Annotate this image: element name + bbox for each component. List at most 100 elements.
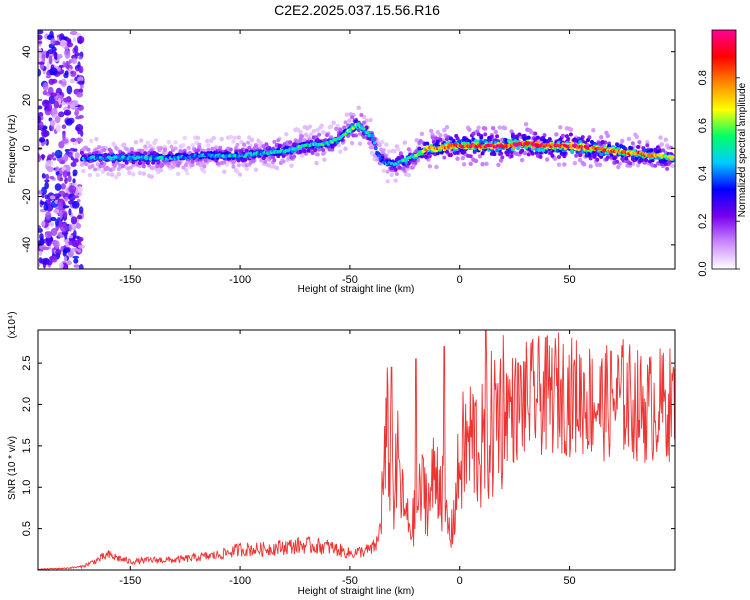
noise-blob <box>60 39 67 48</box>
noise-blob <box>60 183 66 190</box>
noise-blob <box>41 220 46 228</box>
noise-blob <box>57 201 64 211</box>
spectral-cell <box>393 167 398 172</box>
noise-blob <box>38 250 43 256</box>
spectral-cell <box>93 167 98 172</box>
noise-blob <box>77 76 84 83</box>
spectral-cell <box>234 145 239 150</box>
spectral-cell <box>629 146 634 151</box>
spectral-cell <box>87 172 93 178</box>
spectral-cell <box>195 148 200 153</box>
noise-blob <box>39 138 46 142</box>
spectral-cell <box>366 131 370 135</box>
noise-blob <box>45 138 49 146</box>
noise-blob <box>54 149 63 159</box>
spectral-cell <box>496 162 501 168</box>
spectral-cell <box>343 120 348 125</box>
spectrogram-x-tick-label: -100 <box>229 274 251 286</box>
noise-blob <box>46 61 50 70</box>
spectral-cell <box>81 168 86 174</box>
spectral-cell <box>558 125 563 130</box>
noise-blob <box>41 192 45 199</box>
spectral-cell <box>86 147 91 152</box>
noise-blob <box>70 162 77 167</box>
spectral-cell <box>665 166 670 171</box>
snr-x-tick-label: 50 <box>563 575 575 587</box>
spectral-cell <box>645 143 650 148</box>
spectral-cell <box>663 162 668 167</box>
noise-blob <box>53 51 58 60</box>
spectral-cell <box>598 135 604 140</box>
noise-blob <box>42 82 49 91</box>
noise-blob <box>67 175 72 183</box>
spectral-cell <box>483 132 488 137</box>
noise-blob <box>45 160 54 167</box>
spectral-cell <box>442 127 447 133</box>
spectral-cell <box>468 154 473 159</box>
noise-blob <box>72 255 80 259</box>
spectral-cell <box>624 156 629 161</box>
spectral-cell <box>544 157 550 162</box>
spectral-cell <box>151 160 156 165</box>
spectral-cell <box>116 172 122 177</box>
spectral-cell <box>235 169 240 174</box>
colorbar-tick-label: 0.8 <box>697 70 709 85</box>
noise-blob <box>50 92 57 97</box>
noise-blob <box>43 203 49 211</box>
spectral-cell <box>556 162 562 167</box>
noise-blob <box>38 111 44 118</box>
spectral-cell <box>520 148 525 153</box>
spectral-cell <box>281 153 286 158</box>
spectral-cell <box>251 159 256 164</box>
noise-blob <box>54 183 62 191</box>
spectral-cell <box>274 165 280 171</box>
spectral-cell <box>492 152 497 157</box>
spectral-cell <box>517 132 522 137</box>
spectral-cell <box>97 145 102 150</box>
spectral-cell <box>588 149 593 153</box>
noise-blob <box>57 217 61 221</box>
noise-blob <box>42 246 50 251</box>
spectral-cell <box>276 147 281 152</box>
spectral-cell <box>502 125 508 131</box>
spectrogram-x-tick-label: 0 <box>457 274 463 286</box>
spectral-cell <box>626 136 632 142</box>
snr-x-tick-label: 0 <box>457 575 463 587</box>
spectral-cell <box>181 165 186 170</box>
colorbar-tick-label: 0.0 <box>697 261 709 276</box>
spectral-cell <box>519 157 525 163</box>
noise-blob <box>70 156 74 161</box>
noise-blob <box>67 250 74 258</box>
noise-blob <box>58 262 64 269</box>
noise-blob <box>71 200 80 209</box>
noise-blob <box>68 223 73 232</box>
noise-blob <box>74 116 82 120</box>
spectral-cell <box>377 143 382 148</box>
spectral-cell <box>396 147 401 152</box>
spectral-cell <box>380 139 385 145</box>
spectral-cell <box>190 159 195 164</box>
noise-blob <box>38 190 43 195</box>
noise-blob <box>73 264 80 268</box>
snr-x-tick-label: -50 <box>342 575 358 587</box>
spectral-cell <box>374 146 378 151</box>
spectral-cell <box>143 151 148 156</box>
noise-blob <box>38 30 44 35</box>
spectral-cell <box>235 142 240 147</box>
spectral-cell <box>385 179 390 184</box>
spectral-cell <box>166 140 172 145</box>
noise-blob <box>68 185 77 193</box>
spectral-cell <box>495 134 500 139</box>
spectral-cell <box>247 153 251 158</box>
spectral-cell <box>239 149 244 154</box>
spectral-cell <box>236 135 241 140</box>
spectral-cell <box>414 137 419 143</box>
spectrogram-image <box>38 30 675 269</box>
spectral-cell <box>184 162 189 167</box>
spectral-cell <box>560 133 565 138</box>
spectral-cell <box>635 163 641 168</box>
spectral-cell <box>204 138 210 144</box>
noise-blob <box>48 222 55 227</box>
spectral-cell <box>263 159 268 164</box>
spectral-cell <box>364 125 369 130</box>
